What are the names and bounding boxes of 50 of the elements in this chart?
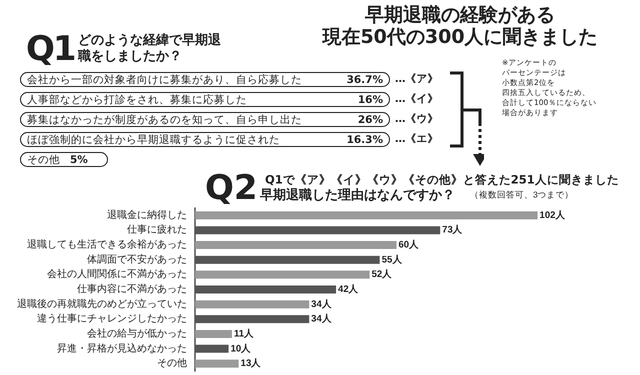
bar bbox=[195, 211, 538, 220]
text: 16% bbox=[358, 94, 383, 106]
text: 16.3% bbox=[346, 134, 383, 146]
category-label: ほぼ強制的に会社から早期退職するように促された bbox=[27, 134, 280, 146]
y-tick-label: 体調面で不安があった bbox=[87, 253, 187, 266]
category-label: 人事部などから打診をされ、募集に応募した bbox=[27, 94, 247, 106]
y-tick-label: 昇進・昇格が見込めなかった bbox=[57, 342, 187, 354]
bar bbox=[195, 330, 232, 338]
text: （複数回答可、3つまで） bbox=[470, 190, 574, 200]
text: …《ウ》 bbox=[395, 112, 438, 127]
y-tick-label: 会社の給与が低かった bbox=[87, 327, 187, 340]
data-label: 55人 bbox=[382, 253, 404, 266]
text: 36.7% bbox=[346, 74, 383, 86]
text: …《イ》 bbox=[395, 92, 438, 107]
text: 早期退職の経験がある bbox=[364, 4, 556, 26]
y-tick-label: 仕事に疲れた bbox=[127, 224, 187, 236]
text: どのような経緯で早期退職をしましたか？ bbox=[78, 33, 222, 65]
y-tick-label: 仕事内容に不満があった bbox=[77, 283, 187, 295]
text: …《ア》 bbox=[395, 72, 438, 87]
data-label: 34人 bbox=[311, 312, 333, 325]
data-label: 13人 bbox=[240, 357, 262, 370]
y-tick-label: 会社の人間関係に不満があった bbox=[47, 268, 187, 280]
data-label: 73人 bbox=[442, 224, 464, 236]
category-label: 会社から一部の対象者向けに募集があり、自ら応募した bbox=[27, 74, 302, 86]
bar bbox=[195, 300, 310, 308]
data-label: 34人 bbox=[311, 298, 333, 310]
data-label: 42人 bbox=[338, 283, 360, 295]
y-tick-label: 退職しても生活できる余裕があった bbox=[27, 238, 187, 251]
bar bbox=[195, 360, 239, 368]
text: 現在50代の300人に聞きました bbox=[321, 26, 599, 48]
text: Q1 bbox=[26, 29, 75, 69]
data-label: 10人 bbox=[230, 342, 252, 354]
text: 5% bbox=[70, 154, 88, 166]
text: 26% bbox=[358, 114, 383, 126]
data-label: 11人 bbox=[234, 327, 255, 340]
bar bbox=[195, 241, 396, 250]
category-label: その他 bbox=[27, 154, 60, 166]
data-label: 102人 bbox=[540, 208, 566, 221]
text: …《エ》 bbox=[395, 132, 438, 147]
bar bbox=[195, 270, 370, 279]
category-label: 募集はなかったが制度があるのを知って、自ら申し出た bbox=[27, 114, 302, 126]
text: 早期退職した理由はなんですか？ bbox=[259, 187, 455, 203]
y-tick-label: 退職後の再就職先のめどが立っていた bbox=[17, 298, 187, 310]
chart-subtitle: Q1で《ア》《イ》《ウ》《その他》と答えた251人に聞きました bbox=[265, 172, 619, 186]
y-tick-label: その他 bbox=[157, 357, 187, 370]
data-label: 52人 bbox=[372, 268, 394, 280]
y-tick-label: 違う仕事にチャレンジしたかった bbox=[37, 312, 187, 325]
chart-title: Q2 bbox=[205, 168, 258, 208]
data-label: 60人 bbox=[398, 238, 420, 251]
y-tick-label: 退職金に納得した bbox=[107, 208, 187, 221]
